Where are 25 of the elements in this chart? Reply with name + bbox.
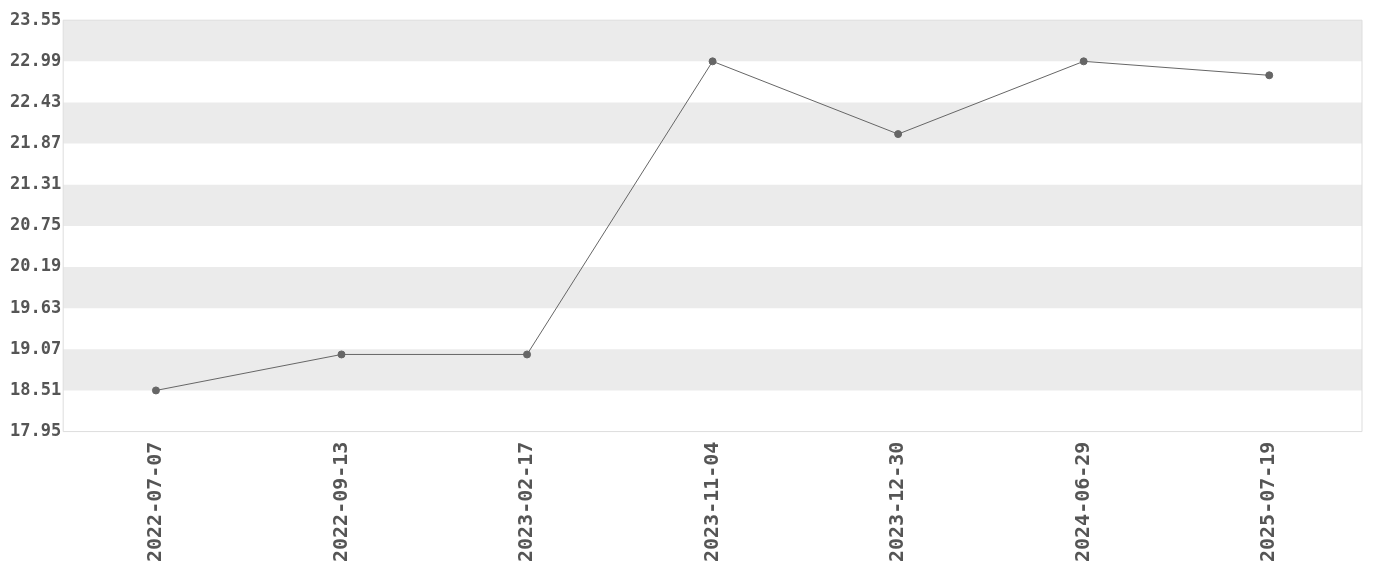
x-tick-label: 2023-11-04 <box>698 441 723 563</box>
x-tick-label: 2024-06-29 <box>1069 441 1094 563</box>
y-tick-label: 22.99 <box>9 49 62 70</box>
y-tick-label: 19.63 <box>9 296 62 317</box>
point <box>523 350 532 359</box>
x-tick-label: 2023-12-30 <box>884 441 909 563</box>
point <box>1079 57 1088 66</box>
y-tick-label: 23.55 <box>9 8 62 29</box>
x-tick-label: 2022-09-13 <box>327 441 352 563</box>
x-tick-label: 2023-02-17 <box>513 441 538 563</box>
x-tick-label: 2025-07-19 <box>1255 441 1280 563</box>
point <box>1265 71 1274 80</box>
point <box>337 350 346 359</box>
y-tick-label: 18.51 <box>9 378 62 399</box>
y-tick-label: 19.07 <box>9 337 62 358</box>
y-tick-label: 17.95 <box>9 420 62 441</box>
point <box>894 130 903 139</box>
y-tick-label: 22.43 <box>9 90 62 111</box>
x-tick-label: 2022-07-07 <box>142 441 167 563</box>
y-tick-label: 21.31 <box>9 173 62 194</box>
y-tick-label: 20.75 <box>9 214 62 235</box>
y-tick-label: 21.87 <box>9 132 62 153</box>
point <box>151 386 160 395</box>
y-tick-label: 20.19 <box>9 255 62 276</box>
point <box>708 57 717 66</box>
